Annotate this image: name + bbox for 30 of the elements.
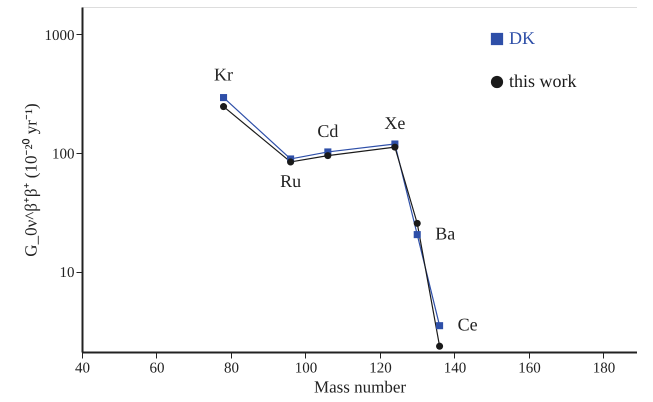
x-tick-label: 40 xyxy=(75,360,90,376)
y-tick-label: 10 xyxy=(60,265,74,282)
point xyxy=(414,231,421,238)
point xyxy=(220,94,228,102)
y-tick-label: 1000 xyxy=(44,28,74,44)
x-axis-title: Mass number xyxy=(314,378,406,396)
x-tick-label: 140 xyxy=(444,360,466,376)
annotation: Kr xyxy=(214,64,234,85)
legend-label: DK xyxy=(509,28,535,48)
x-tick-label: 120 xyxy=(369,360,392,376)
point xyxy=(287,158,294,166)
x-tick-label: 100 xyxy=(294,360,318,376)
y-axis-title: G_0ν^β⁺β⁺ (10⁻²⁰ yr⁻¹) xyxy=(22,103,40,257)
y-tick-label: 100 xyxy=(52,146,74,162)
annotation: Cd xyxy=(317,120,338,141)
x-tick-label: 160 xyxy=(518,360,541,376)
annotation: Xe xyxy=(384,113,406,134)
point xyxy=(220,103,228,110)
point xyxy=(414,220,421,227)
annotation: Ru xyxy=(280,170,302,191)
point xyxy=(436,342,444,350)
point xyxy=(324,152,332,160)
x-tick-label: 80 xyxy=(224,360,239,376)
legend-label: this work xyxy=(509,71,576,91)
point xyxy=(391,144,398,151)
x-tick-label: 180 xyxy=(592,360,616,376)
annotation: Ce xyxy=(458,314,478,335)
annotation: Ba xyxy=(435,224,456,244)
x-tick-label: 60 xyxy=(149,360,164,376)
point xyxy=(436,322,444,330)
